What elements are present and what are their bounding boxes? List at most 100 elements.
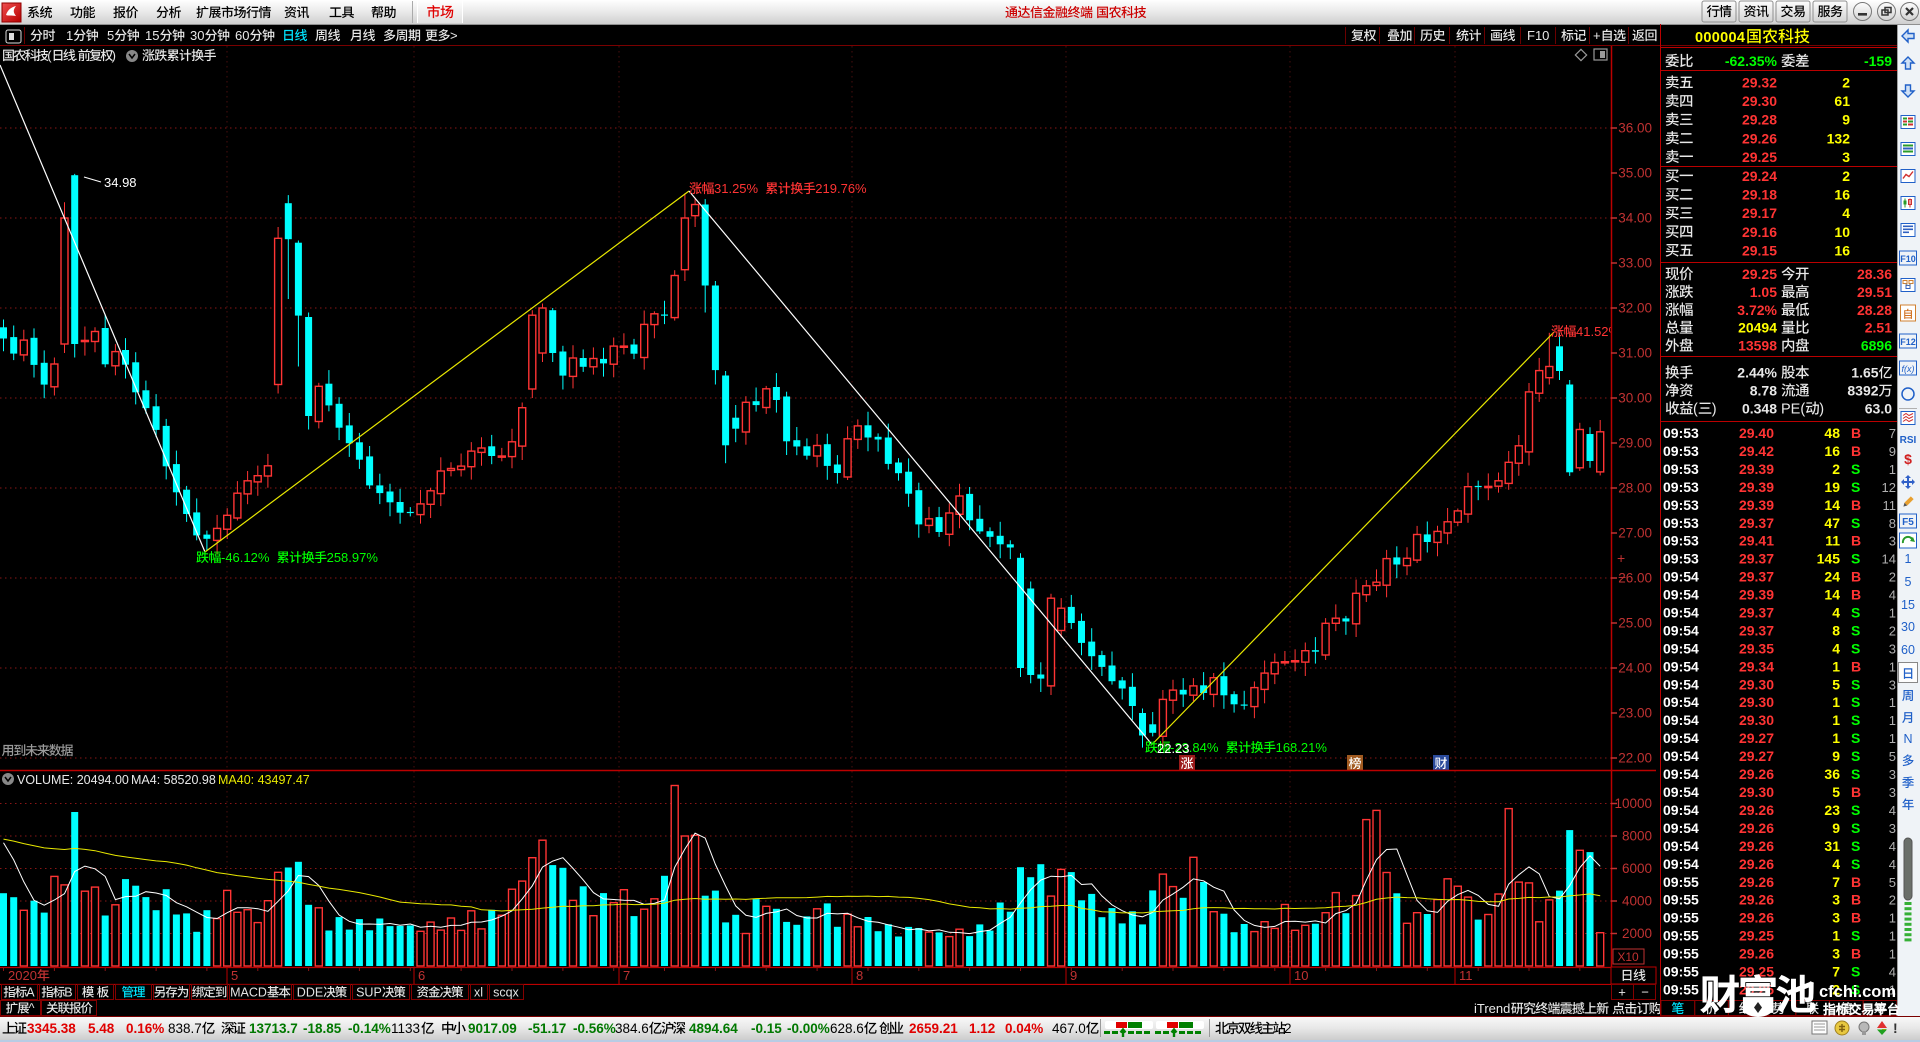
svg-text:3: 3 xyxy=(1889,534,1896,549)
svg-text:29.37: 29.37 xyxy=(1739,605,1774,621)
svg-text:29.24: 29.24 xyxy=(1742,168,1777,184)
svg-text:S: S xyxy=(1851,820,1860,836)
svg-text:5: 5 xyxy=(1889,875,1896,890)
svg-text:4: 4 xyxy=(1889,803,1896,818)
svg-text:8: 8 xyxy=(1889,516,1896,531)
svg-text:1: 1 xyxy=(1889,659,1896,674)
svg-text:11: 11 xyxy=(1459,968,1473,983)
svg-text:9: 9 xyxy=(1832,820,1840,836)
svg-text:-51.17: -51.17 xyxy=(528,1021,566,1036)
svg-text:6896: 6896 xyxy=(1861,338,1892,354)
svg-text:-46.12%: -46.12% xyxy=(221,550,270,565)
svg-text:24.00: 24.00 xyxy=(1618,661,1652,676)
svg-text:6000: 6000 xyxy=(1622,861,1652,876)
svg-text:29.25: 29.25 xyxy=(1742,149,1777,165)
svg-text:1.65: 1.65 xyxy=(1851,365,1878,381)
svg-text:29.26: 29.26 xyxy=(1739,892,1774,908)
svg-text:29.26: 29.26 xyxy=(1742,130,1777,146)
svg-text:10: 10 xyxy=(1834,224,1850,240)
svg-text:09:54: 09:54 xyxy=(1663,784,1699,800)
svg-text:09:54: 09:54 xyxy=(1663,676,1699,692)
svg-text:1.05: 1.05 xyxy=(1750,284,1777,300)
svg-text:X10: X10 xyxy=(1617,950,1639,964)
svg-text:467.0: 467.0 xyxy=(1052,1021,1086,1036)
svg-text:S: S xyxy=(1851,461,1860,477)
svg-text:29.26: 29.26 xyxy=(1739,910,1774,926)
svg-text:11: 11 xyxy=(1883,498,1897,513)
svg-text:1: 1 xyxy=(1832,658,1840,674)
svg-text:29.39: 29.39 xyxy=(1739,497,1774,513)
svg-text:31: 31 xyxy=(1824,838,1840,854)
svg-text:-23.84%: -23.84% xyxy=(1170,740,1219,755)
svg-text:29.41: 29.41 xyxy=(1739,533,1774,549)
svg-text:B: B xyxy=(1851,533,1861,549)
svg-text:24: 24 xyxy=(1824,569,1840,585)
svg-text:4: 4 xyxy=(1842,205,1850,221)
svg-text:09:55: 09:55 xyxy=(1663,981,1699,997)
svg-text:S: S xyxy=(1851,551,1860,567)
svg-text:2: 2 xyxy=(1832,981,1840,997)
svg-text:B: B xyxy=(1851,946,1861,962)
svg-text:09:55: 09:55 xyxy=(1663,928,1699,944)
svg-text:5: 5 xyxy=(1889,749,1896,764)
svg-text:09:53: 09:53 xyxy=(1663,443,1699,459)
svg-text:PE(: PE( xyxy=(1781,402,1805,418)
svg-text:f(x): f(x) xyxy=(1902,364,1915,374)
svg-text:1: 1 xyxy=(1832,928,1840,944)
svg-text:!: ! xyxy=(1893,1020,1898,1036)
svg-text:384.6: 384.6 xyxy=(615,1021,649,1036)
svg-text:32.00: 32.00 xyxy=(1618,301,1652,316)
svg-text:29.39: 29.39 xyxy=(1739,479,1774,495)
svg-text:09:53: 09:53 xyxy=(1663,497,1699,513)
svg-text:09:54: 09:54 xyxy=(1663,802,1699,818)
svg-text:29.37: 29.37 xyxy=(1739,515,1774,531)
svg-text:9: 9 xyxy=(1889,444,1896,459)
svg-text:4: 4 xyxy=(1832,856,1840,872)
svg-text:09:54: 09:54 xyxy=(1663,658,1699,674)
svg-text:$: $ xyxy=(1904,451,1912,467)
svg-text:9: 9 xyxy=(1842,112,1850,128)
svg-text:S: S xyxy=(1851,515,1860,531)
svg-text:60: 60 xyxy=(1901,643,1915,657)
svg-text:16: 16 xyxy=(1824,443,1840,459)
svg-text:29.39: 29.39 xyxy=(1739,587,1774,603)
svg-text:09:54: 09:54 xyxy=(1663,838,1699,854)
svg-text:B: B xyxy=(1851,784,1861,800)
svg-text:8392: 8392 xyxy=(1847,383,1878,399)
svg-text:S: S xyxy=(1851,964,1860,980)
svg-text:-0.56%: -0.56% xyxy=(573,1021,616,1036)
svg-text:09:55: 09:55 xyxy=(1663,946,1699,962)
svg-text:(: ( xyxy=(1693,402,1698,418)
svg-text:13598: 13598 xyxy=(1738,338,1777,354)
svg-text:2: 2 xyxy=(1832,461,1840,477)
svg-text:29.26: 29.26 xyxy=(1739,856,1774,872)
svg-text:29.26: 29.26 xyxy=(1739,820,1774,836)
svg-text:29.37: 29.37 xyxy=(1739,623,1774,639)
svg-text:1: 1 xyxy=(1905,552,1912,566)
svg-text:5: 5 xyxy=(1832,676,1840,692)
svg-text:28.28: 28.28 xyxy=(1857,302,1892,318)
svg-text:3: 3 xyxy=(1842,149,1850,165)
svg-text:5: 5 xyxy=(107,28,114,43)
svg-text:29.30: 29.30 xyxy=(1739,676,1774,692)
svg-text:23.00: 23.00 xyxy=(1618,706,1652,721)
svg-text:2: 2 xyxy=(1842,168,1850,184)
svg-text:09:54: 09:54 xyxy=(1663,730,1699,746)
svg-text:9017.09: 9017.09 xyxy=(468,1021,517,1036)
svg-text:iTrend: iTrend xyxy=(1474,1001,1510,1016)
svg-text:B: B xyxy=(64,986,72,1000)
svg-text:B: B xyxy=(1851,892,1861,908)
svg-text:14: 14 xyxy=(1824,587,1840,603)
svg-text:12: 12 xyxy=(1882,480,1896,495)
svg-text:29.30: 29.30 xyxy=(1739,712,1774,728)
svg-text:0.348: 0.348 xyxy=(1742,401,1777,417)
svg-text:B: B xyxy=(1851,587,1861,603)
svg-text:22.00: 22.00 xyxy=(1618,751,1652,766)
svg-text:09:53: 09:53 xyxy=(1663,515,1699,531)
svg-text:219.76%: 219.76% xyxy=(815,181,867,196)
svg-text:29.35: 29.35 xyxy=(1739,640,1774,656)
svg-text:09:53: 09:53 xyxy=(1663,551,1699,567)
svg-text:B: B xyxy=(1851,658,1861,674)
svg-text:000004: 000004 xyxy=(1695,30,1745,46)
svg-text:7: 7 xyxy=(1889,426,1896,441)
